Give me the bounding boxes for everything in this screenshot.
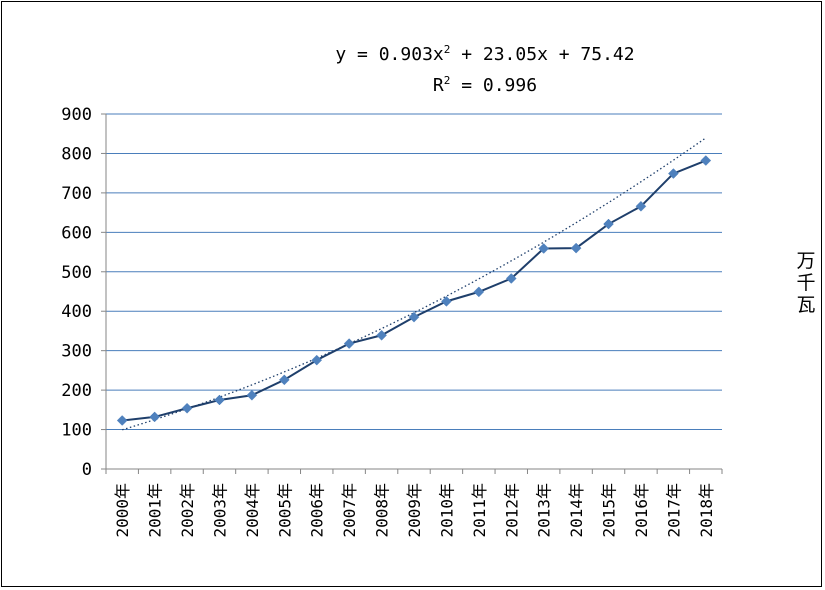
x-tick-label: 2017年 — [664, 483, 683, 538]
axes — [101, 113, 723, 474]
trendline — [122, 137, 707, 431]
data-point-marker — [700, 155, 712, 166]
data-point-marker — [149, 411, 160, 423]
x-tick-label: 2012年 — [502, 483, 521, 538]
data-point-marker — [538, 243, 550, 254]
x-tick-label: 2000年 — [113, 483, 132, 538]
x-tick-label: 2004年 — [243, 483, 262, 538]
y-tick-label: 500 — [61, 263, 92, 283]
series-line — [122, 159, 707, 422]
x-tick-label: 2003年 — [210, 483, 229, 538]
x-tick-label: 2016年 — [632, 483, 651, 538]
x-tick-label: 2007年 — [340, 483, 359, 538]
data-point-marker — [570, 242, 582, 254]
trendline-equation: y = 0.903x2 + 23.05x + 75.42 — [335, 43, 635, 65]
x-tick-label: 2005年 — [275, 483, 294, 538]
data-point-marker — [441, 296, 452, 307]
x-tick-label: 2018年 — [697, 483, 716, 538]
data-point-marker — [278, 374, 290, 386]
y-tick-label: 800 — [61, 144, 92, 164]
trendline-path — [122, 137, 707, 431]
r-squared-label: R2 = 0.996 — [432, 74, 538, 96]
x-tick-label: 2001年 — [146, 483, 165, 538]
data-point-marker — [635, 200, 647, 212]
data-point-marker — [246, 389, 258, 401]
x-tick-labels: 2000年 2001年 2002年 2003年 2004年 2005年 2006年 2007年… — [113, 483, 716, 538]
gridlines — [106, 113, 722, 431]
data-point-marker — [116, 415, 128, 426]
data-point-marker — [505, 273, 517, 284]
data-point-marker — [603, 218, 614, 230]
x-tick-label: 2015年 — [600, 483, 619, 538]
data-point-marker — [473, 286, 485, 298]
y-tick-labels: 0 100 200 300 400 500 600 700 800 900 — [61, 105, 92, 480]
y-tick-label: 900 — [61, 105, 92, 125]
x-tick-label: 2002年 — [178, 483, 197, 538]
y-axis-unit-label: 万 千 瓦 — [796, 250, 816, 316]
y-tick-label: 100 — [61, 421, 92, 441]
data-point-marker — [408, 311, 420, 323]
data-point-marker — [214, 394, 225, 406]
x-tick-label: 2009年 — [405, 483, 424, 538]
series-line-path — [122, 159, 707, 422]
data-point-marker — [343, 338, 355, 349]
x-tick-label: 2006年 — [308, 483, 327, 538]
y-tick-label: 600 — [61, 223, 92, 243]
series-markers — [116, 155, 712, 426]
y-tick-label: 400 — [61, 302, 92, 322]
data-point-marker — [376, 329, 387, 341]
x-tick-label: 2014年 — [567, 483, 586, 538]
y-tick-label: 300 — [61, 342, 92, 362]
data-point-marker — [181, 402, 193, 414]
y-tick-label: 0 — [82, 460, 92, 480]
x-tick-label: 2011年 — [470, 483, 489, 538]
data-point-marker — [668, 168, 679, 179]
y-tick-label: 200 — [61, 381, 92, 401]
y-tick-label: 700 — [61, 184, 92, 204]
data-point-marker — [311, 354, 323, 366]
x-tick-label: 2010年 — [437, 483, 456, 538]
x-tick-label: 2013年 — [535, 483, 554, 538]
x-tick-label: 2008年 — [373, 483, 392, 538]
